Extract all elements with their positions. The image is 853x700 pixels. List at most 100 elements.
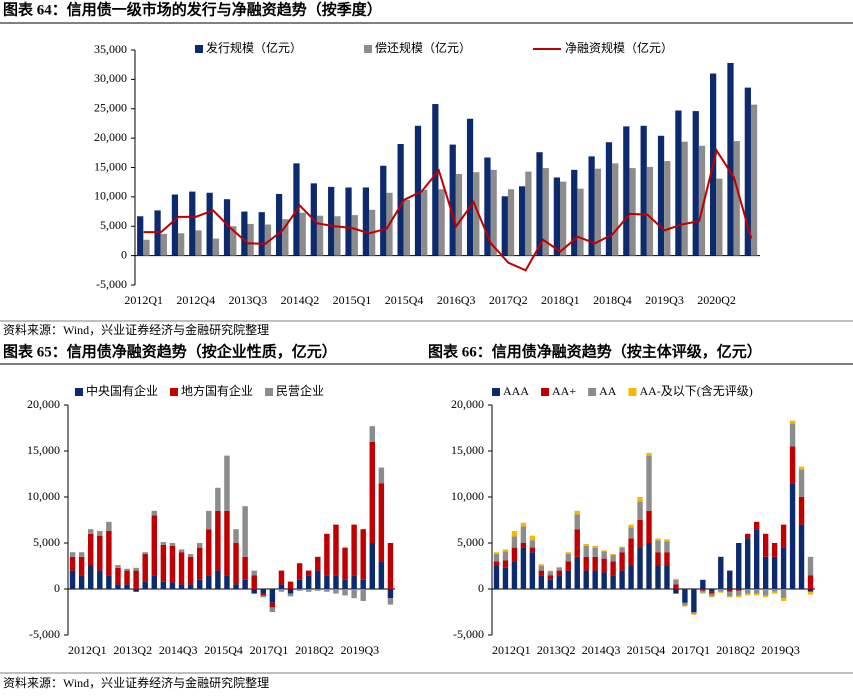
y-tick-label: 35,000	[94, 42, 127, 56]
bar	[432, 104, 439, 256]
bar-segment	[736, 543, 742, 589]
bar	[438, 189, 445, 256]
y-tick-label: 15,000	[27, 443, 60, 457]
bar	[571, 169, 578, 256]
bar-segment	[700, 589, 706, 591]
bar-segment	[196, 579, 203, 589]
bar-segment	[664, 541, 670, 553]
bar-segment	[780, 589, 787, 599]
bar-segment	[133, 589, 139, 592]
bar-segment	[115, 567, 121, 585]
bar-segment	[251, 589, 257, 594]
bar-segment	[324, 589, 330, 592]
bar-segment	[387, 598, 394, 605]
y-tick-label: 10,000	[94, 189, 127, 203]
bar-segment	[196, 543, 203, 548]
bar-segment	[493, 561, 500, 566]
bar-segment	[745, 593, 751, 596]
bar	[623, 126, 630, 256]
bar	[258, 212, 265, 256]
bar-segment	[278, 584, 285, 589]
bar	[560, 181, 567, 256]
bar-segment	[655, 538, 661, 541]
figure-title: 图表 64：信用债一级市场的发行与净融资趋势（按季度）	[3, 0, 382, 18]
bar-segment	[736, 590, 742, 596]
bar-segment	[592, 556, 598, 571]
bar-segment	[673, 579, 679, 585]
bar	[553, 177, 560, 256]
legend-label: 发行规模（亿元）	[206, 40, 302, 55]
bar-segment	[324, 575, 330, 589]
bar-segment	[727, 589, 733, 592]
y-tick-label: 0	[121, 247, 127, 261]
bar-segment	[87, 529, 94, 534]
bar-segment	[637, 497, 643, 502]
bar	[692, 111, 699, 256]
bar	[750, 104, 758, 256]
bar-segment	[160, 542, 167, 545]
bar-segment	[215, 487, 221, 511]
bar-segment	[178, 584, 185, 589]
bar-segment	[333, 575, 339, 589]
bar-segment	[215, 510, 221, 571]
y-tick-label: 10,000	[27, 489, 60, 503]
bar-segment	[709, 596, 715, 598]
bar-segment	[387, 589, 394, 599]
bar-segment	[511, 536, 518, 548]
bar-segment	[700, 592, 706, 594]
bar	[247, 223, 254, 256]
bar	[646, 166, 654, 256]
bar-segment	[151, 515, 158, 576]
bar-segment	[97, 570, 103, 589]
y-tick-label: 20,000	[27, 397, 60, 411]
y-tick-label: -5,000	[29, 627, 60, 641]
bar	[282, 219, 289, 256]
bar-segment	[142, 581, 148, 589]
bar	[727, 62, 734, 256]
bar-segment	[798, 469, 805, 497]
x-tick-label: 2016Q3	[437, 293, 476, 307]
bar-segment	[87, 566, 94, 589]
bar	[299, 212, 306, 256]
y-tick-label: 15,000	[94, 159, 127, 173]
bar-segment	[709, 591, 715, 594]
bar	[501, 196, 508, 256]
bar-segment	[610, 554, 616, 555]
bar-segment	[360, 579, 366, 589]
bar	[137, 216, 144, 256]
bar-segment	[619, 547, 625, 553]
bar-segment	[242, 556, 248, 580]
bar-segment	[124, 584, 130, 589]
bar-segment	[646, 455, 652, 511]
bar-segment	[187, 554, 194, 557]
bar-segment	[682, 589, 688, 603]
bar	[466, 118, 474, 256]
bar-segment	[655, 540, 661, 553]
bar-segment	[115, 584, 121, 589]
bar-segment	[628, 527, 634, 539]
bar-segment	[378, 483, 385, 562]
bar-segment	[69, 570, 76, 589]
bar-segment	[233, 543, 239, 585]
bar-segment	[142, 554, 148, 582]
bar-segment	[369, 426, 376, 442]
y-tick-label: 5,000	[457, 535, 484, 549]
y-tick-label: 20,000	[94, 130, 127, 144]
bar-segment	[574, 556, 580, 589]
bar-segment	[529, 547, 536, 553]
bar-segment	[333, 589, 339, 594]
bar-segment	[789, 420, 796, 424]
x-tick-label: 2014Q3	[582, 643, 621, 657]
bar	[490, 169, 497, 256]
bar-segment	[753, 589, 760, 594]
bar-segment	[807, 575, 814, 589]
bar-segment	[69, 556, 76, 571]
bar-segment	[664, 566, 670, 589]
bar-segment	[178, 549, 185, 553]
bar-segment	[718, 589, 724, 592]
bar	[455, 173, 463, 256]
bar-segment	[736, 595, 742, 598]
bar	[594, 168, 601, 256]
bar-segment	[700, 579, 706, 589]
